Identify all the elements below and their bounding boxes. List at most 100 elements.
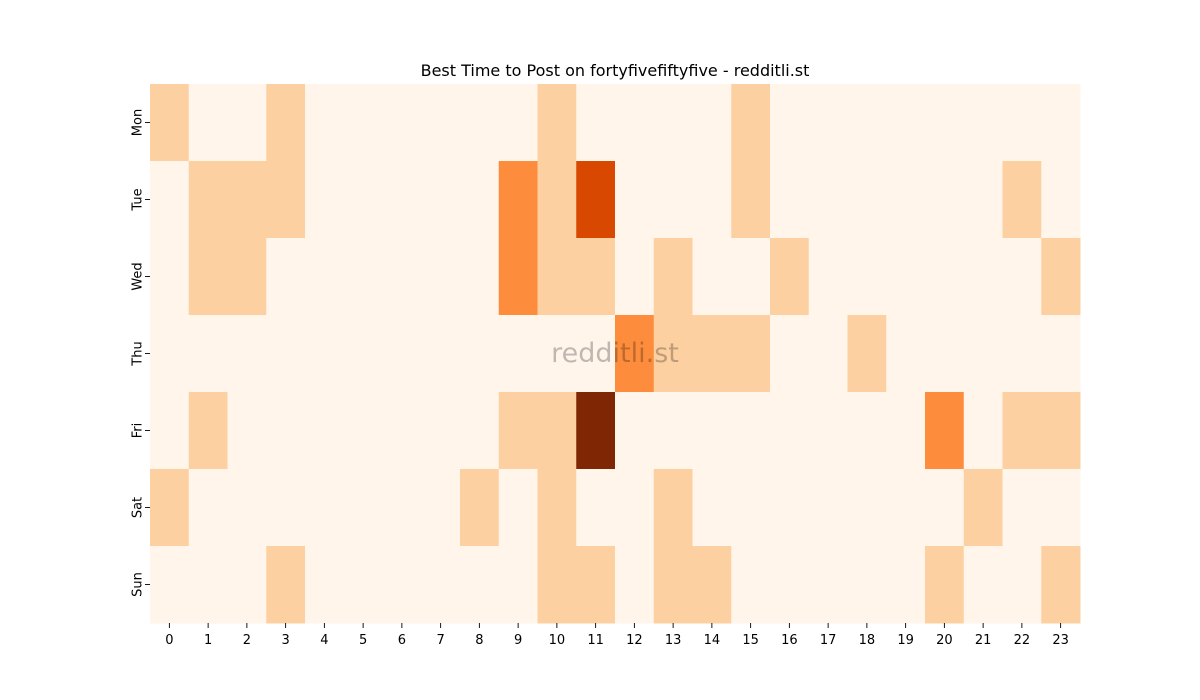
heatmap-cell: [847, 315, 887, 393]
heatmap-cell: [382, 315, 422, 393]
heatmap-cell: [382, 84, 422, 162]
heatmap-cell: [963, 161, 1003, 239]
x-tick-label: 8: [475, 633, 483, 648]
heatmap-cell: [382, 469, 422, 547]
x-axis-ticks: 0 1 2 3 4 5 6 7 8 9 10 11 12 13 14 15 16 17 18 19 20 21 22 23: [165, 623, 1069, 648]
heatmap-cell: [227, 469, 267, 547]
y-tick-label: Thu: [131, 341, 146, 366]
watermark: redditli.st: [551, 338, 679, 369]
heatmap-cell: [150, 238, 190, 316]
x-tick-label: 5: [359, 633, 367, 648]
heatmap-cell: [615, 84, 655, 162]
heatmap-cell: [188, 392, 228, 470]
heatmap-cell: [498, 84, 538, 162]
heatmap-cell: [1041, 238, 1081, 316]
heatmap-cell: [150, 161, 190, 239]
y-tick-label: Tue: [131, 188, 146, 211]
heatmap-cell: [925, 84, 965, 162]
heatmap-cell: [615, 469, 655, 547]
x-tick-label: 17: [820, 633, 837, 648]
heatmap-cell: [305, 469, 345, 547]
heatmap-cell: [537, 84, 577, 162]
heatmap-cell: [343, 238, 383, 316]
heatmap-cell: [615, 315, 655, 393]
x-tick-label: 16: [781, 633, 798, 648]
heatmap-cell: [847, 469, 887, 547]
heatmap-cell: [266, 469, 306, 547]
heatmap-cell: [1041, 161, 1081, 239]
heatmap-cell: [886, 315, 926, 393]
heatmap-cell: [808, 315, 848, 393]
heatmap-cell: [188, 161, 228, 239]
y-axis-ticks: Mon Tue Wed Thu Fri Sat Sun: [131, 109, 150, 597]
heatmap-cell: [653, 469, 693, 547]
heatmap-cell: [653, 315, 693, 393]
heatmap-cell: [847, 161, 887, 239]
heatmap-cell: [537, 315, 577, 393]
heatmap-cell: [847, 392, 887, 470]
heatmap-cell: [692, 161, 732, 239]
x-tick-label: 3: [281, 633, 289, 648]
heatmap-cell: [576, 469, 616, 547]
x-tick-label: 23: [1052, 633, 1069, 648]
heatmap-cell: [305, 161, 345, 239]
heatmap-cell: [382, 392, 422, 470]
heatmap-cell: [227, 161, 267, 239]
heatmap-cell: [498, 161, 538, 239]
heatmap-cell: [808, 84, 848, 162]
heatmap-cell: [227, 392, 267, 470]
heatmap-cell: [460, 392, 500, 470]
heatmap-cell: [150, 392, 190, 470]
heatmap-cell: [382, 238, 422, 316]
heatmap-cell: [460, 161, 500, 239]
heatmap-cell: [498, 469, 538, 547]
heatmap-cell: [808, 392, 848, 470]
heatmap-cell: [421, 84, 461, 162]
x-tick-label: 2: [243, 633, 251, 648]
heatmap-cell: [808, 546, 848, 624]
heatmap-cell: [537, 161, 577, 239]
heatmap-cell: [188, 469, 228, 547]
heatmap-cell: [537, 392, 577, 470]
heatmap-cell: [576, 315, 616, 393]
heatmap-cell: [421, 315, 461, 393]
heatmap-cell: [305, 315, 345, 393]
x-tick-label: 19: [897, 633, 914, 648]
heatmap-cell: [808, 161, 848, 239]
heatmap-cell: [421, 546, 461, 624]
heatmap-cell: [150, 469, 190, 547]
heatmap-cell: [615, 161, 655, 239]
heatmap-cell: [382, 546, 422, 624]
heatmap-cell: [731, 238, 771, 316]
heatmap-cell: [266, 238, 306, 316]
x-tick-label: 21: [975, 633, 992, 648]
heatmap-cell: [576, 392, 616, 470]
heatmap-cell: [770, 161, 810, 239]
heatmap-cell: [498, 238, 538, 316]
heatmap-cell: [227, 315, 267, 393]
heatmap-cell: [460, 238, 500, 316]
heatmap-cell: [188, 84, 228, 162]
heatmap-cell: [421, 238, 461, 316]
heatmap-cell: [576, 161, 616, 239]
heatmap-cells: [150, 84, 1081, 624]
heatmap-cell: [305, 238, 345, 316]
heatmap-cell: [343, 469, 383, 547]
heatmap-cell: [770, 238, 810, 316]
heatmap-cell: [150, 84, 190, 162]
heatmap-cell: [731, 392, 771, 470]
heatmap-cell: [886, 161, 926, 239]
y-tick-label: Mon: [131, 109, 146, 136]
x-tick-label: 11: [587, 633, 604, 648]
heatmap-cell: [305, 392, 345, 470]
heatmap-cell: [886, 392, 926, 470]
heatmap-cell: [770, 469, 810, 547]
heatmap-cell: [1041, 392, 1081, 470]
x-tick-label: 22: [1014, 633, 1031, 648]
heatmap-cell: [150, 546, 190, 624]
heatmap-cell: [692, 392, 732, 470]
heatmap-cell: [653, 161, 693, 239]
y-tick-label: Fri: [131, 423, 146, 439]
heatmap-cell: [615, 238, 655, 316]
heatmap-cell: [1002, 238, 1042, 316]
